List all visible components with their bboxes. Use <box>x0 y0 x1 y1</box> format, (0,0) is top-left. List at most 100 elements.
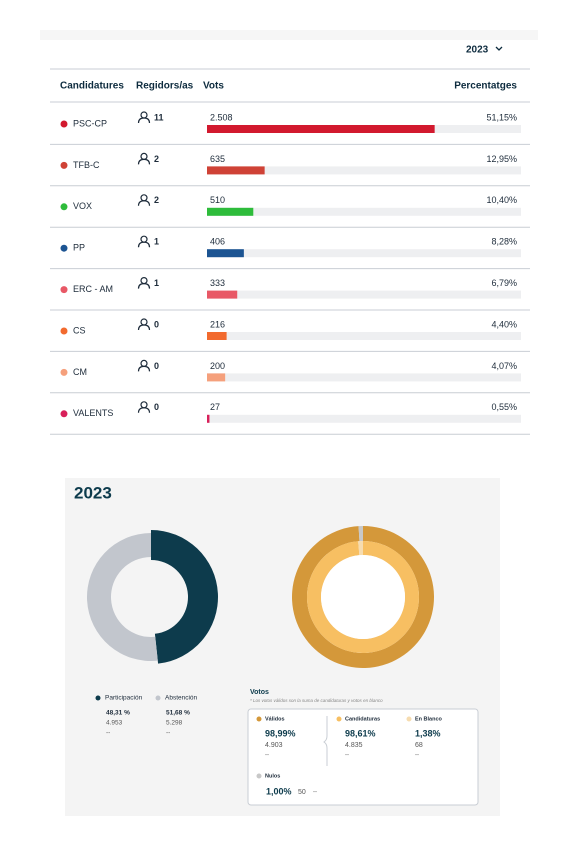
bar-track <box>207 414 521 423</box>
seats: 0 <box>154 319 159 329</box>
legend-extra: -- <box>106 730 110 737</box>
legend-dot <box>256 716 262 722</box>
donut-hole <box>321 555 405 639</box>
votes-label: 27 <box>210 402 220 412</box>
seat-icon-body <box>137 365 151 372</box>
bar-track <box>207 166 521 175</box>
legend-dot <box>406 716 412 722</box>
legend-extra: -- <box>345 753 349 759</box>
party-dot <box>60 410 68 418</box>
seat-icon-head <box>140 194 148 202</box>
party-dot <box>60 203 68 211</box>
legend-count: 50 <box>298 789 306 796</box>
header-percent: Percentatges <box>454 81 517 92</box>
dropdown-arrow[interactable] <box>495 46 503 51</box>
party-dot <box>60 286 68 294</box>
legend-name: Abstención <box>165 695 198 702</box>
percent-label: 0,55% <box>491 402 517 412</box>
seats: 11 <box>154 112 164 122</box>
seat-icon-body <box>137 241 151 248</box>
party-dot <box>60 327 68 335</box>
header-votes: Vots <box>203 81 224 92</box>
brace <box>323 716 328 766</box>
vote-bar <box>207 166 265 175</box>
party-name: TFB-C <box>73 160 100 170</box>
vote-bar <box>207 373 226 382</box>
party-name: ERC - AM <box>73 284 113 294</box>
party-dot <box>60 120 68 128</box>
percent-label: 12,95% <box>486 154 517 164</box>
legend-value: 98,99% <box>265 728 296 738</box>
year-selector[interactable]: 2023 <box>466 45 489 56</box>
donut-slice <box>87 533 158 661</box>
vote-bar <box>207 125 435 133</box>
seat-icon-body <box>137 117 151 124</box>
votes-label: 510 <box>210 195 225 205</box>
legend-dot <box>95 695 101 701</box>
seat-icon-head <box>140 359 148 367</box>
vote-bar <box>207 414 210 423</box>
bar-track <box>207 249 521 258</box>
bar-track <box>207 373 521 382</box>
bar-track <box>207 207 521 216</box>
legend-value: 1,00% <box>266 786 292 796</box>
party-name: PP <box>73 243 85 253</box>
vote-bar <box>207 290 238 299</box>
percent-label: 8,28% <box>491 237 517 247</box>
seat-icon-body <box>137 200 151 206</box>
party-name: VALENTS <box>73 408 113 418</box>
votes-note: * Los votos válidos son la suma de candi… <box>250 698 383 703</box>
percent-label: 4,07% <box>491 361 517 371</box>
seat-icon-body <box>137 282 151 289</box>
donut-slice <box>151 530 218 664</box>
legend-count: 4.953 <box>106 720 123 727</box>
seat-icon-body <box>137 324 151 331</box>
seats: 1 <box>154 237 159 247</box>
seats: 2 <box>154 195 159 205</box>
legend-count: 5.298 <box>166 720 183 727</box>
votes-label: 2.508 <box>210 112 233 122</box>
seat-icon-head <box>140 318 148 326</box>
votes-label: 200 <box>210 361 225 371</box>
legend-extra: -- <box>265 753 269 759</box>
vote-bar <box>207 332 227 340</box>
seats: 0 <box>154 361 159 371</box>
legend-extra: -- <box>415 753 419 759</box>
legend-dot <box>155 695 161 701</box>
seat-icon-head <box>140 152 148 160</box>
votes-label: 635 <box>210 154 225 164</box>
votes-title: Votos <box>250 689 269 696</box>
top-shadow <box>40 30 538 40</box>
legend-extra: -- <box>166 730 170 737</box>
legend-name: Candidaturas <box>345 716 380 722</box>
legend-value: 98,61% <box>345 728 376 738</box>
legend-extra: -- <box>313 790 317 796</box>
header-candidatures: Candidatures <box>60 81 124 92</box>
votes-box <box>247 708 479 806</box>
legend-dot <box>336 716 342 722</box>
votes-label: 216 <box>210 319 225 329</box>
party-dot <box>60 244 68 252</box>
percent-label: 4,40% <box>491 319 517 329</box>
seats: 2 <box>154 154 159 164</box>
percent-label: 10,40% <box>486 195 517 205</box>
votes-label: 406 <box>210 237 225 247</box>
party-name: VOX <box>73 201 92 211</box>
party-dot <box>60 161 68 169</box>
votes-label: 333 <box>210 278 225 288</box>
legend-value: 51,68 % <box>166 710 190 717</box>
summary-title: 2023 <box>74 483 112 502</box>
party-dot <box>60 368 68 376</box>
seat-icon-head <box>140 401 148 409</box>
vote-bar <box>207 207 254 216</box>
bar-track <box>207 290 521 299</box>
legend-name: Válidos <box>265 716 285 722</box>
seats: 0 <box>154 402 159 412</box>
seat-icon-head <box>140 111 148 119</box>
bar-track <box>207 332 521 340</box>
donut-slice <box>358 541 363 556</box>
percent-label: 6,79% <box>491 278 517 288</box>
legend-count: 4.903 <box>265 742 283 749</box>
seat-icon-body <box>137 158 151 165</box>
vote-bar <box>207 249 244 258</box>
